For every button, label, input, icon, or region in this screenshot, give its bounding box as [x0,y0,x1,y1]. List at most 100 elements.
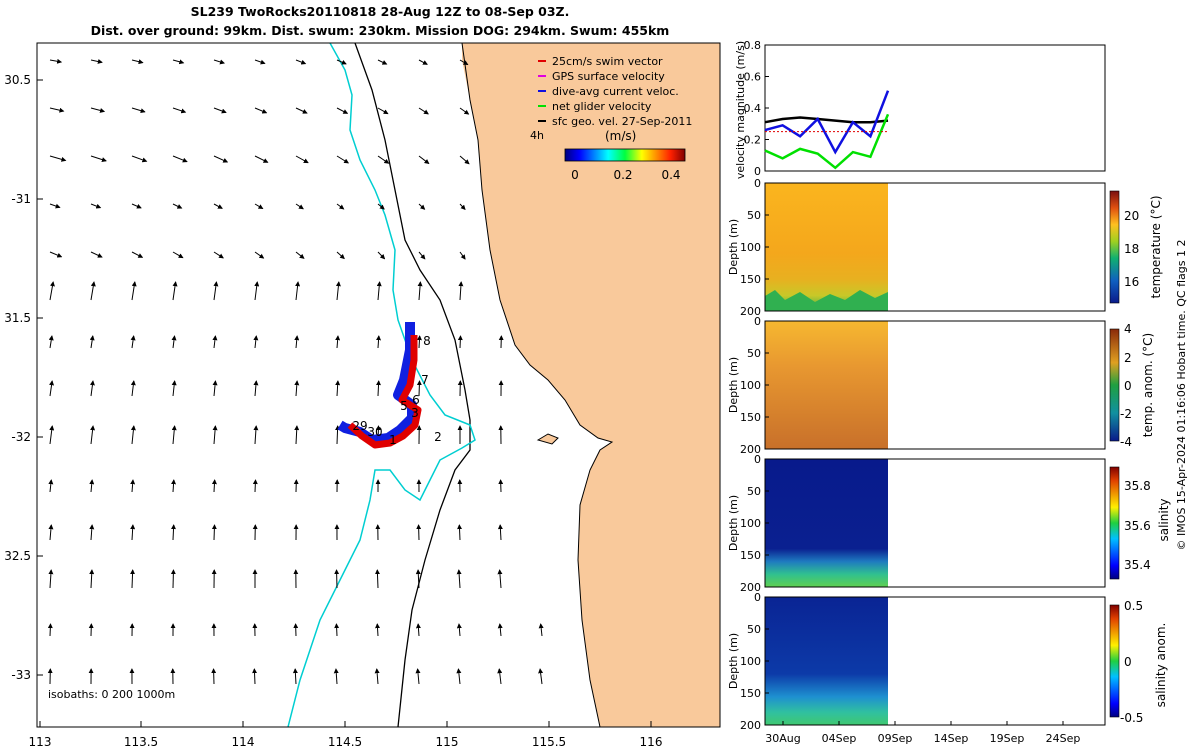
current-arrow [295,59,307,65]
date-tick-label: 19Sep [990,732,1025,745]
current-arrow [375,623,381,637]
current-arrow [131,203,142,209]
current-arrow [374,668,380,685]
legend-label: net glider velocity [552,100,652,113]
map-x-ticks: 113 113.5 114 114.5 115 115.5 116 [29,721,662,749]
depth-ticks: 0 50 100 150 200 Depth (m) 0 50 100 150 200 Depth (… [727,177,769,732]
current-arrow [376,380,382,397]
current-arrow [415,569,421,589]
velocity-y-tick-label: 0.6 [744,71,762,84]
current-arrow [457,335,463,349]
track-day-label: 30 [367,425,382,439]
current-arrow [335,335,341,349]
legend-label: 25cm/s swim vector [552,55,663,68]
current-arrow [49,155,67,162]
velocity-panel: 0 0.2 0.4 0.6 0.8 velocity magnitude (m/s) [734,39,1106,179]
current-arrow [333,668,339,685]
current-arrow [376,335,382,349]
current-arrow [253,335,259,349]
depth-tick-label: 200 [740,719,761,732]
salinity-empty-area [888,459,1105,587]
current-arrow [89,479,95,493]
depth-axis-label: Depth (m) [727,495,740,551]
temp-anom-cb-tick: 4 [1124,322,1132,336]
current-arrow [213,251,224,259]
map-colorbar [564,148,686,162]
current-arrow [376,281,382,301]
track-day-label: 1 [389,433,397,447]
current-arrow [254,155,269,163]
salinity-colorbar [1109,466,1120,580]
current-arrow [295,281,301,301]
current-arrow [254,59,266,65]
current-arrow [253,425,259,445]
velocity-series-line [764,116,889,124]
current-arrow [130,524,136,541]
current-arrow [497,623,503,637]
current-arrow [458,281,464,301]
glider-track [337,322,422,449]
current-arrow [417,281,423,301]
current-arrow [131,59,144,65]
current-arrow [90,251,103,258]
salinity-anom-cb-tick: -0.5 [1120,711,1143,725]
current-arrow [497,524,503,541]
current-arrow [377,59,388,65]
current-arrow [538,623,544,637]
isobaths-label: isobaths: 0 200 1000m [48,688,175,701]
current-arrow [130,380,136,397]
map-y-tick-label: -32 [11,430,31,444]
temperature-cb-tick: 18 [1124,242,1139,256]
current-arrow [294,335,300,349]
velocity-plot-area [764,44,1106,172]
temp-anom-field [765,321,888,449]
current-arrow [131,107,146,114]
depth-tick-label: 100 [740,241,761,254]
current-arrow [89,380,95,397]
current-arrow [172,251,184,259]
salinity-anom-cb-tick: 0.5 [1124,599,1143,613]
current-arrow [377,203,385,210]
current-arrow [416,380,422,397]
current-arrow [295,203,304,210]
current-arrow [130,479,136,493]
current-arrow [130,335,136,349]
current-arrow [459,155,470,165]
track-day-label: 5 [400,399,408,413]
depth-tick-label: 200 [740,443,761,456]
current-arrow [336,155,350,164]
map-y-tick-label: 30.5 [4,73,31,87]
current-arrow [171,425,177,445]
current-arrow [213,281,219,301]
velocity-series-line [764,90,890,155]
salinity-field [765,459,888,587]
temperature-cb-tick: 16 [1124,275,1139,289]
current-arrow [172,107,187,114]
map-x-tick-label: 114 [232,735,255,749]
depth-tick-label: 50 [747,485,761,498]
current-arrow [213,59,225,65]
temperature-empty-area [888,183,1105,311]
depth-axis-label: Depth (m) [727,219,740,275]
current-arrow [456,623,462,637]
map-y-tick-label: 32.5 [4,549,31,563]
current-arrow [295,251,305,259]
map-y-tick-label: -33 [11,668,31,682]
current-arrow [90,59,103,64]
velocity-series-line [764,113,890,170]
current-arrow [212,380,218,397]
date-x-ticks: 30Aug 04Sep 09Sep 14Sep 19Sep 24Sep [765,721,1080,745]
current-arrow [171,524,177,541]
current-arrow [49,281,55,301]
temp-anom-empty-area [888,321,1105,449]
current-arrow [459,203,466,211]
current-arrow [131,155,148,163]
current-arrow [377,107,389,115]
date-tick-label: 04Sep [822,732,857,745]
salinity-anom-empty-area [888,597,1105,725]
current-arrow [497,569,503,589]
temperature-colorbar [1109,190,1120,304]
map-colorbar-ticks: 0 0.2 0.4 [571,168,680,182]
map-y-ticks: 30.5 -31 31.5 -32 32.5 -33 [4,73,43,682]
salinity-panel: 35.8 35.6 35.4 salinity [764,458,1171,588]
